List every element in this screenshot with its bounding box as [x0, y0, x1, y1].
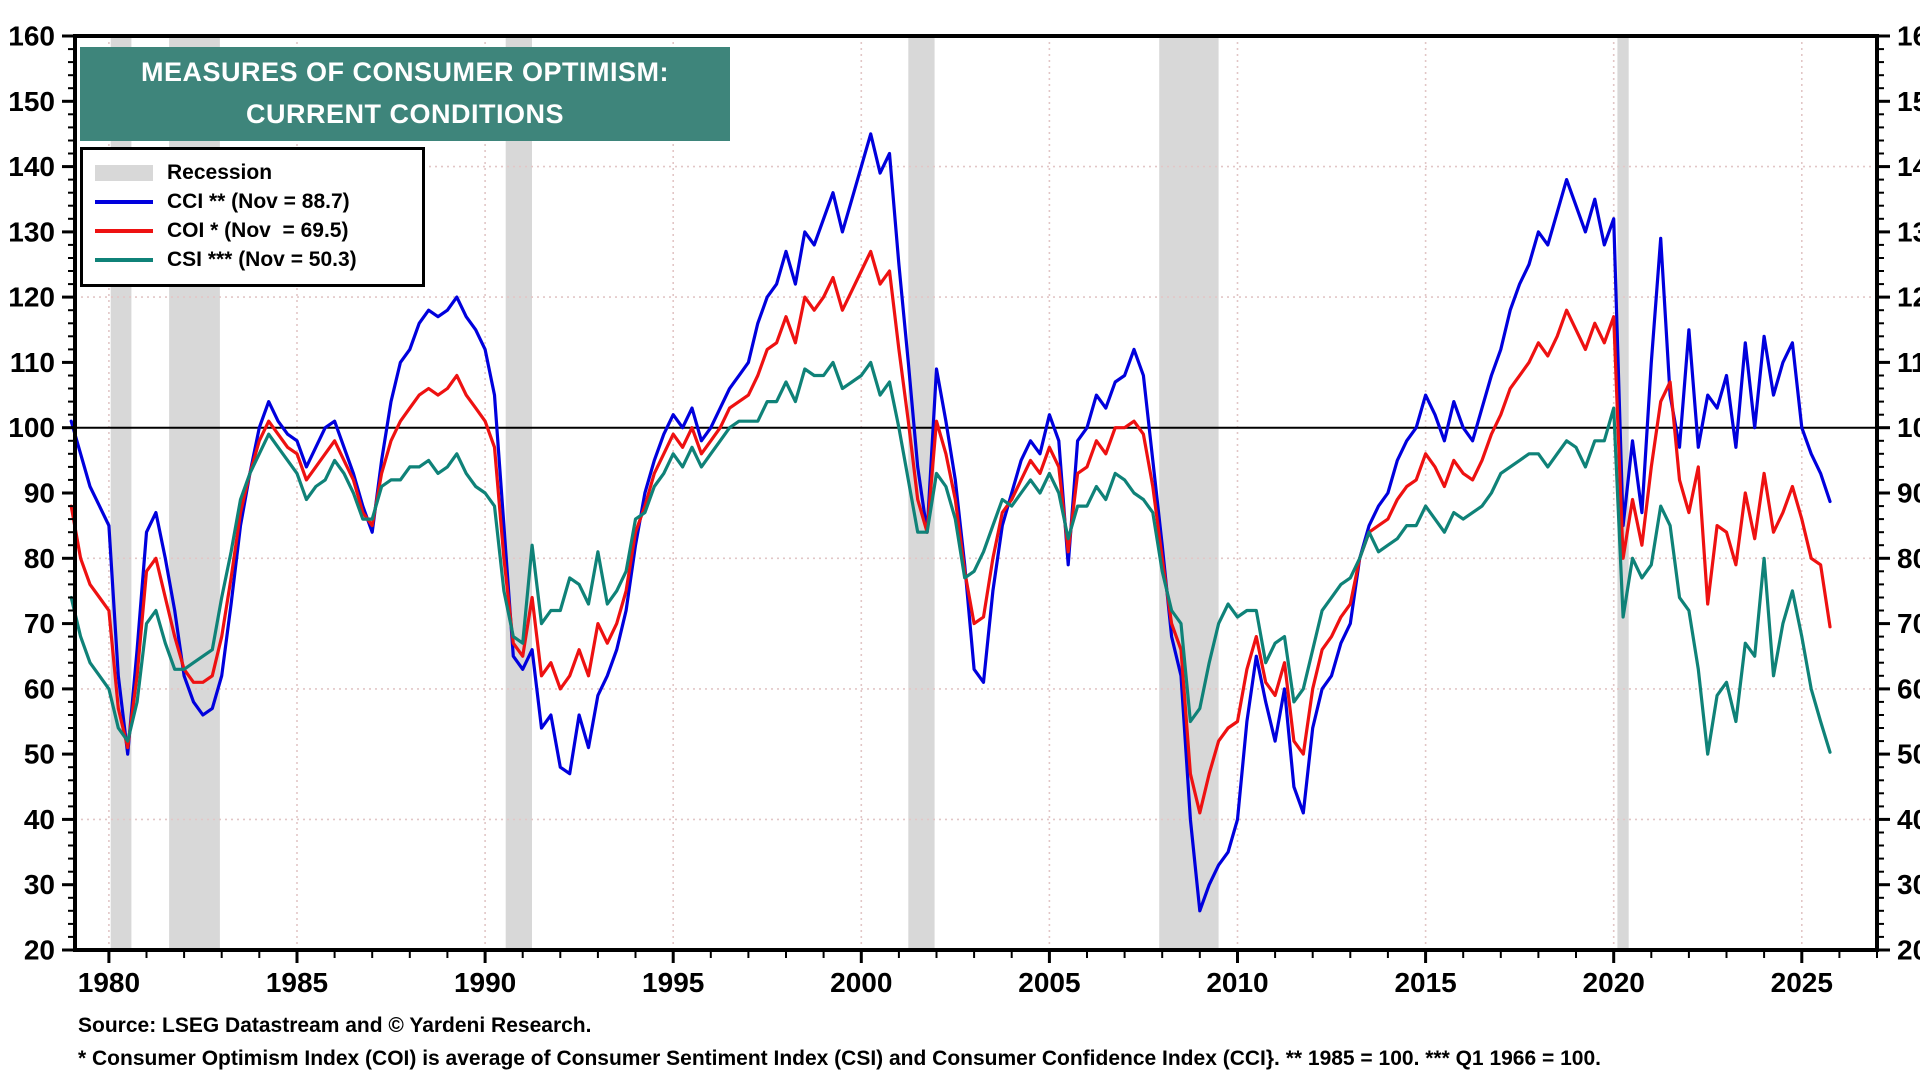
legend-row-csi: CSI *** (Nov = 50.3)	[95, 245, 412, 274]
series-cci	[69, 132, 1832, 913]
y-tick-label-right: 150	[1897, 86, 1920, 117]
y-tick-label-right: 80	[1897, 543, 1920, 574]
y-tick-label-left: 100	[8, 412, 55, 443]
y-tick-label-right: 40	[1897, 804, 1920, 835]
y-tick-label-right: 70	[1897, 608, 1920, 639]
recession-swatch	[95, 164, 153, 181]
y-tick-label-right: 30	[1897, 869, 1920, 900]
csi-line-swatch	[95, 257, 153, 262]
y-tick-label-left: 160	[8, 21, 55, 52]
y-tick-label-left: 130	[8, 216, 55, 247]
y-tick-label-right: 130	[1897, 216, 1920, 247]
y-tick-label-left: 80	[24, 543, 55, 574]
y-tick-label-left: 120	[8, 282, 55, 313]
recession-band	[505, 36, 532, 950]
y-tick-label-left: 30	[24, 869, 55, 900]
y-tick-label-right: 110	[1897, 347, 1920, 378]
footnote-text: * Consumer Optimism Index (COI) is avera…	[78, 1047, 1601, 1070]
y-tick-label-right: 120	[1897, 282, 1920, 313]
x-tick-label: 1995	[642, 967, 704, 998]
y-tick-label-left: 70	[24, 608, 55, 639]
legend: Recession CCI ** (Nov = 88.7) COI * (Nov…	[80, 147, 425, 287]
y-tick-label-left: 20	[24, 935, 55, 966]
y-tick-label-left: 60	[24, 673, 55, 704]
legend-row-cci: CCI ** (Nov = 88.7)	[95, 187, 412, 216]
y-tick-label-right: 100	[1897, 412, 1920, 443]
y-tick-label-left: 90	[24, 478, 55, 509]
y-tick-label-right: 90	[1897, 478, 1920, 509]
x-tick-label: 2020	[1583, 967, 1645, 998]
y-tick-label-right: 20	[1897, 935, 1920, 966]
y-tick-label-right: 160	[1897, 21, 1920, 52]
cci-line-swatch	[95, 199, 153, 204]
legend-row-coi: COI * (Nov = 69.5)	[95, 216, 412, 245]
x-tick-label: 1990	[454, 967, 516, 998]
x-tick-label: 2025	[1771, 967, 1833, 998]
x-tick-label: 2010	[1206, 967, 1268, 998]
chart-title-line1: MEASURES OF CONSUMER OPTIMISM:	[140, 57, 669, 88]
y-tick-label-left: 50	[24, 739, 55, 770]
series-coi	[69, 249, 1832, 815]
x-tick-label: 2005	[1018, 967, 1080, 998]
y-tick-label-right: 140	[1897, 151, 1920, 182]
chart-title-box: MEASURES OF CONSUMER OPTIMISM: CURRENT C…	[80, 47, 730, 141]
y-tick-label-right: 50	[1897, 739, 1920, 770]
source-text: Source: LSEG Datastream and © Yardeni Re…	[78, 1014, 592, 1037]
y-tick-label-left: 140	[8, 151, 55, 182]
y-tick-label-left: 150	[8, 86, 55, 117]
x-tick-label: 2015	[1394, 967, 1456, 998]
y-tick-label-left: 40	[24, 804, 55, 835]
x-tick-label: 1985	[266, 967, 328, 998]
legend-label-cci: CCI ** (Nov = 88.7)	[167, 189, 350, 213]
chart-title-line2: CURRENT CONDITIONS	[246, 99, 564, 129]
y-tick-label-right: 60	[1897, 673, 1920, 704]
x-tick-label: 1980	[78, 967, 140, 998]
series-csi	[69, 360, 1832, 756]
y-tick-label-left: 110	[10, 347, 55, 378]
legend-row-recession: Recession	[95, 158, 412, 187]
x-tick-label: 2000	[830, 967, 892, 998]
legend-label-coi: COI * (Nov = 69.5)	[167, 218, 349, 242]
coi-line-swatch	[95, 228, 153, 233]
legend-label-recession: Recession	[167, 160, 273, 184]
legend-label-csi: CSI *** (Nov = 50.3)	[167, 247, 357, 271]
